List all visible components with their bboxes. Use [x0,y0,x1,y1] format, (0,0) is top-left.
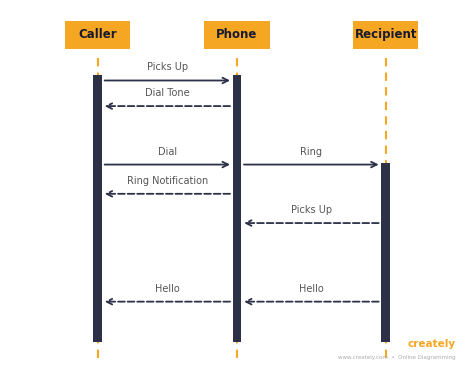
Text: Picks Up: Picks Up [147,62,188,72]
Text: www.creately.com  •  Online Diagramming: www.creately.com • Online Diagramming [337,355,456,360]
FancyBboxPatch shape [353,21,418,48]
FancyBboxPatch shape [204,21,270,48]
Text: Hello: Hello [155,283,180,294]
Text: Recipient: Recipient [355,28,417,41]
Text: Dial Tone: Dial Tone [145,88,190,98]
Bar [93,75,102,342]
Text: Caller: Caller [78,28,117,41]
Bar [233,75,241,342]
Text: Ring: Ring [301,147,322,157]
Text: Ring Notification: Ring Notification [127,176,208,186]
FancyBboxPatch shape [65,21,130,48]
Text: creately: creately [407,339,456,349]
Text: Dial: Dial [158,147,177,157]
Text: Picks Up: Picks Up [291,205,332,215]
Text: Phone: Phone [216,28,258,41]
Text: Hello: Hello [299,283,324,294]
Bar [382,163,390,342]
